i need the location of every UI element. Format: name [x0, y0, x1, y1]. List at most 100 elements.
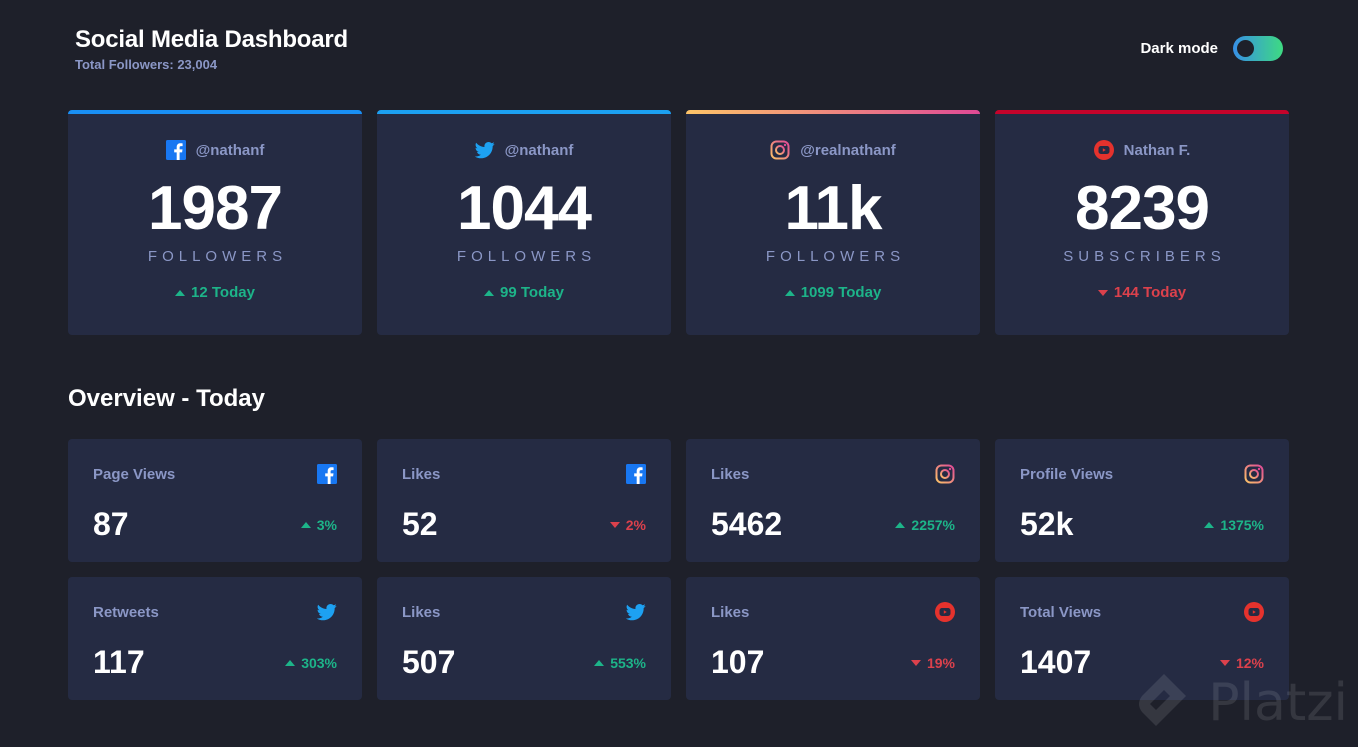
- metric-value: 52k: [1020, 506, 1074, 542]
- arrow-up-icon: [175, 289, 186, 296]
- metric-label: Likes: [711, 465, 750, 483]
- overview-card-twitter-likes[interactable]: Likes 507 553%: [377, 577, 671, 700]
- instagram-icon: [935, 464, 955, 484]
- metric-change-value: 2257%: [911, 516, 955, 533]
- metric-change: 1375%: [1204, 517, 1264, 533]
- dark-mode-label: Dark mode: [1140, 40, 1218, 57]
- metric-change: 19%: [910, 654, 955, 671]
- twitter-icon: [625, 602, 646, 622]
- total-followers: Total Followers: 23,004: [75, 57, 218, 72]
- metric-label: Page Views: [93, 465, 176, 483]
- metric-change-value: 1375%: [1220, 516, 1264, 533]
- metric-label: Retweets: [93, 603, 159, 621]
- overview-card-facebook-likes[interactable]: Likes 52 2%: [377, 439, 671, 562]
- arrow-down-icon: [910, 659, 921, 666]
- overview-title: Overview - Today: [68, 385, 265, 412]
- today-change-value: 1099 Today: [800, 284, 882, 301]
- platzi-watermark: Platzi: [1134, 670, 1348, 735]
- youtube-icon: [1093, 140, 1114, 160]
- arrow-down-icon: [609, 521, 620, 528]
- follower-count: 1044: [457, 174, 592, 243]
- metric-change-value: 3%: [316, 516, 337, 533]
- card-accent-bar: [686, 110, 980, 114]
- follower-unit: FOLLOWERS: [765, 248, 906, 265]
- today-change-value: 144 Today: [1113, 284, 1187, 301]
- follower-card-instagram[interactable]: @realnathanf 11k FOLLOWERS 1099 Today: [686, 110, 980, 335]
- overview-card-youtube-likes[interactable]: Likes 107 19%: [686, 577, 980, 700]
- follower-count: 11k: [784, 174, 882, 243]
- overview-card-youtube-total-views[interactable]: Total Views 1407 12%: [995, 577, 1289, 700]
- dark-mode-control: Dark mode: [1140, 36, 1283, 61]
- follower-card-youtube[interactable]: Nathan F. 8239 SUBSCRIBERS 144 Today: [995, 110, 1289, 335]
- today-change: 12 Today: [68, 284, 362, 301]
- metric-change-value: 2%: [625, 516, 646, 533]
- facebook-icon: [626, 464, 646, 484]
- card-accent-bar: [995, 110, 1289, 114]
- dark-mode-toggle[interactable]: [1233, 36, 1283, 61]
- follower-handle: @nathanf: [504, 141, 574, 159]
- metric-label: Likes: [402, 603, 441, 621]
- arrow-up-icon: [300, 521, 311, 528]
- youtube-icon: [1244, 602, 1264, 622]
- twitter-icon: [316, 602, 337, 622]
- metric-value: 5462: [711, 506, 783, 542]
- page-title: Social Media Dashboard: [75, 26, 349, 53]
- arrow-down-icon: [1097, 289, 1108, 296]
- metric-change-value: 303%: [301, 654, 337, 671]
- overview-grid: Page Views 87 3% Likes 52 2% Likes: [68, 439, 1289, 700]
- toggle-knob: [1237, 40, 1254, 57]
- follower-card-facebook[interactable]: @nathanf 1987 FOLLOWERS 12 Today: [68, 110, 362, 335]
- overview-card-facebook-page-views[interactable]: Page Views 87 3%: [68, 439, 362, 562]
- arrow-up-icon: [895, 521, 906, 528]
- overview-card-twitter-retweets[interactable]: Retweets 117 303%: [68, 577, 362, 700]
- metric-label: Likes: [402, 465, 441, 483]
- today-change: 1099 Today: [686, 284, 980, 301]
- follower-card-twitter[interactable]: @nathanf 1044 FOLLOWERS 99 Today: [377, 110, 671, 335]
- followers-cards: @nathanf 1987 FOLLOWERS 12 Today @nathan…: [68, 110, 1289, 335]
- overview-card-instagram-likes[interactable]: Likes 5462 2257%: [686, 439, 980, 562]
- overview-card-instagram-profile-views[interactable]: Profile Views 52k 1375%: [995, 439, 1289, 562]
- follower-count: 1987: [148, 174, 283, 243]
- metric-change-value: 19%: [926, 654, 955, 671]
- today-change: 144 Today: [995, 284, 1289, 301]
- metric-change: 2257%: [895, 517, 955, 533]
- metric-change: 303%: [285, 655, 337, 671]
- metric-value: 52: [402, 506, 438, 542]
- platzi-logo-icon: [1134, 670, 1194, 735]
- header: Social Media Dashboard Total Followers: …: [75, 26, 348, 72]
- follower-unit: FOLLOWERS: [456, 248, 597, 265]
- follower-unit: SUBSCRIBERS: [1063, 248, 1226, 265]
- arrow-up-icon: [1204, 521, 1215, 528]
- instagram-icon: [770, 140, 790, 160]
- instagram-icon: [1244, 464, 1264, 484]
- card-accent-bar: [68, 110, 362, 114]
- watermark-text: Platzi: [1208, 672, 1348, 733]
- youtube-icon: [935, 602, 955, 622]
- metric-change: 553%: [594, 655, 646, 671]
- metric-value: 1407: [1020, 644, 1092, 680]
- card-accent-bar: [377, 110, 671, 114]
- follower-unit: FOLLOWERS: [147, 248, 288, 265]
- facebook-icon: [317, 464, 337, 484]
- metric-value: 87: [93, 506, 129, 542]
- metric-value: 507: [402, 644, 456, 680]
- metric-change: 12%: [1219, 654, 1264, 671]
- twitter-icon: [474, 140, 495, 160]
- follower-count: 8239: [1075, 174, 1210, 243]
- metric-label: Total Views: [1020, 603, 1102, 621]
- metric-change-value: 553%: [610, 654, 646, 671]
- today-change-value: 99 Today: [500, 284, 564, 301]
- arrow-down-icon: [1219, 659, 1230, 666]
- metric-change-value: 12%: [1235, 654, 1264, 671]
- metric-value: 117: [93, 644, 145, 680]
- follower-handle: @nathanf: [195, 141, 265, 159]
- today-change: 99 Today: [377, 284, 671, 301]
- metric-label: Profile Views: [1020, 465, 1114, 483]
- today-change-value: 12 Today: [191, 284, 255, 301]
- metric-value: 107: [711, 644, 765, 680]
- metric-change: 2%: [609, 516, 646, 533]
- arrow-up-icon: [484, 289, 495, 296]
- follower-handle: Nathan F.: [1123, 141, 1191, 159]
- arrow-up-icon: [594, 659, 605, 666]
- facebook-icon: [165, 140, 186, 160]
